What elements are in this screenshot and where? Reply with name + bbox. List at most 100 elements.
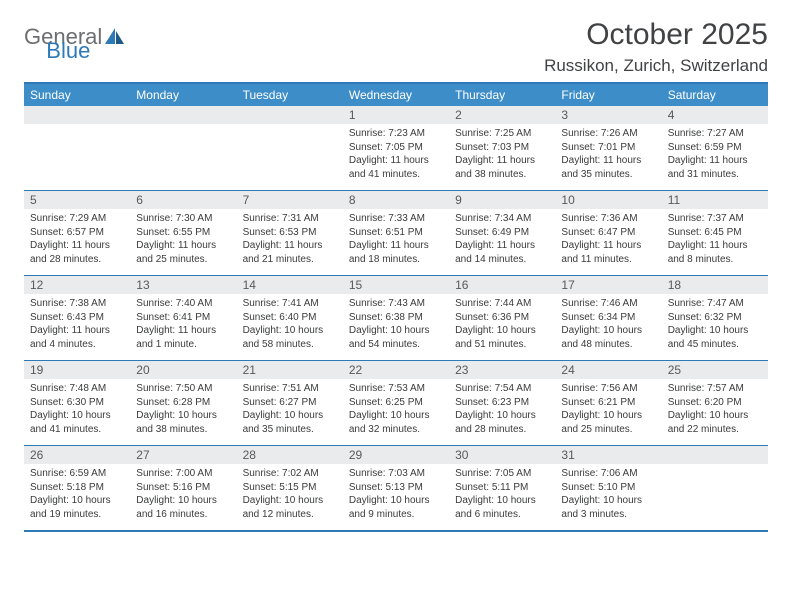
sunset-text: Sunset: 5:10 PM (561, 481, 655, 495)
daylight-text: Daylight: 10 hours and 22 minutes. (668, 409, 762, 436)
cell-body: Sunrise: 7:30 AMSunset: 6:55 PMDaylight:… (130, 209, 236, 268)
cell-body: Sunrise: 7:57 AMSunset: 6:20 PMDaylight:… (662, 379, 768, 438)
sunrise-text: Sunrise: 7:54 AM (455, 382, 549, 396)
day-number: 5 (24, 191, 130, 209)
sunrise-text: Sunrise: 7:48 AM (30, 382, 124, 396)
sunrise-text: Sunrise: 7:44 AM (455, 297, 549, 311)
cell-body: Sunrise: 7:03 AMSunset: 5:13 PMDaylight:… (343, 464, 449, 523)
calendar-cell: 16Sunrise: 7:44 AMSunset: 6:36 PMDayligh… (449, 276, 555, 360)
sunset-text: Sunset: 6:20 PM (668, 396, 762, 410)
sunset-text: Sunset: 6:40 PM (243, 311, 337, 325)
sunset-text: Sunset: 7:01 PM (561, 141, 655, 155)
daylight-text: Daylight: 10 hours and 6 minutes. (455, 494, 549, 521)
daylight-text: Daylight: 10 hours and 3 minutes. (561, 494, 655, 521)
sunset-text: Sunset: 6:38 PM (349, 311, 443, 325)
day-number: 7 (237, 191, 343, 209)
sunset-text: Sunset: 7:03 PM (455, 141, 549, 155)
cell-body: Sunrise: 7:23 AMSunset: 7:05 PMDaylight:… (343, 124, 449, 183)
daylight-text: Daylight: 10 hours and 58 minutes. (243, 324, 337, 351)
daylight-text: Daylight: 10 hours and 25 minutes. (561, 409, 655, 436)
day-number: 1 (343, 106, 449, 124)
cell-body: Sunrise: 7:06 AMSunset: 5:10 PMDaylight:… (555, 464, 661, 523)
calendar-cell: 30Sunrise: 7:05 AMSunset: 5:11 PMDayligh… (449, 446, 555, 530)
day-number: 17 (555, 276, 661, 294)
day-number: 4 (662, 106, 768, 124)
calendar-cell: 17Sunrise: 7:46 AMSunset: 6:34 PMDayligh… (555, 276, 661, 360)
day-number: 9 (449, 191, 555, 209)
day-header-tuesday: Tuesday (237, 84, 343, 106)
sunset-text: Sunset: 6:55 PM (136, 226, 230, 240)
calendar-cell: 2Sunrise: 7:25 AMSunset: 7:03 PMDaylight… (449, 106, 555, 190)
logo-text-blue: Blue (46, 38, 90, 63)
sunrise-text: Sunrise: 7:26 AM (561, 127, 655, 141)
calendar-cell: 22Sunrise: 7:53 AMSunset: 6:25 PMDayligh… (343, 361, 449, 445)
daylight-text: Daylight: 11 hours and 25 minutes. (136, 239, 230, 266)
day-number: 12 (24, 276, 130, 294)
sunset-text: Sunset: 6:53 PM (243, 226, 337, 240)
day-number: 10 (555, 191, 661, 209)
day-number: 29 (343, 446, 449, 464)
day-number (24, 106, 130, 124)
sunset-text: Sunset: 6:43 PM (30, 311, 124, 325)
weeks-host: 1Sunrise: 7:23 AMSunset: 7:05 PMDaylight… (24, 106, 768, 530)
daylight-text: Daylight: 11 hours and 41 minutes. (349, 154, 443, 181)
daylight-text: Daylight: 11 hours and 35 minutes. (561, 154, 655, 181)
cell-body: Sunrise: 7:26 AMSunset: 7:01 PMDaylight:… (555, 124, 661, 183)
daylight-text: Daylight: 11 hours and 31 minutes. (668, 154, 762, 181)
calendar-cell: 28Sunrise: 7:02 AMSunset: 5:15 PMDayligh… (237, 446, 343, 530)
day-number: 23 (449, 361, 555, 379)
cell-body: Sunrise: 7:34 AMSunset: 6:49 PMDaylight:… (449, 209, 555, 268)
daylight-text: Daylight: 10 hours and 19 minutes. (30, 494, 124, 521)
cell-body: Sunrise: 7:53 AMSunset: 6:25 PMDaylight:… (343, 379, 449, 438)
day-header-thursday: Thursday (449, 84, 555, 106)
calendar-cell: 13Sunrise: 7:40 AMSunset: 6:41 PMDayligh… (130, 276, 236, 360)
week-row: 26Sunrise: 6:59 AMSunset: 5:18 PMDayligh… (24, 445, 768, 530)
calendar-cell: 24Sunrise: 7:56 AMSunset: 6:21 PMDayligh… (555, 361, 661, 445)
calendar-cell: 19Sunrise: 7:48 AMSunset: 6:30 PMDayligh… (24, 361, 130, 445)
sunset-text: Sunset: 6:47 PM (561, 226, 655, 240)
calendar-cell: 12Sunrise: 7:38 AMSunset: 6:43 PMDayligh… (24, 276, 130, 360)
day-number (662, 446, 768, 464)
daylight-text: Daylight: 10 hours and 9 minutes. (349, 494, 443, 521)
sunrise-text: Sunrise: 7:57 AM (668, 382, 762, 396)
calendar-cell: 5 Sunrise: 7:29 AMSunset: 6:57 PMDaylight… (24, 191, 130, 275)
sunrise-text: Sunrise: 7:53 AM (349, 382, 443, 396)
sunset-text: Sunset: 6:28 PM (136, 396, 230, 410)
cell-body: Sunrise: 7:56 AMSunset: 6:21 PMDaylight:… (555, 379, 661, 438)
daylight-text: Daylight: 11 hours and 4 minutes. (30, 324, 124, 351)
sunrise-text: Sunrise: 7:34 AM (455, 212, 549, 226)
sunrise-text: Sunrise: 7:47 AM (668, 297, 762, 311)
day-header-monday: Monday (130, 84, 236, 106)
sunrise-text: Sunrise: 7:29 AM (30, 212, 124, 226)
sunrise-text: Sunrise: 7:03 AM (349, 467, 443, 481)
day-number: 14 (237, 276, 343, 294)
calendar-cell: 27Sunrise: 7:00 AMSunset: 5:16 PMDayligh… (130, 446, 236, 530)
calendar-cell: 11Sunrise: 7:37 AMSunset: 6:45 PMDayligh… (662, 191, 768, 275)
sunrise-text: Sunrise: 7:06 AM (561, 467, 655, 481)
cell-body: Sunrise: 7:36 AMSunset: 6:47 PMDaylight:… (555, 209, 661, 268)
calendar-cell: 7Sunrise: 7:31 AMSunset: 6:53 PMDaylight… (237, 191, 343, 275)
sunrise-text: Sunrise: 7:05 AM (455, 467, 549, 481)
cell-body: Sunrise: 7:47 AMSunset: 6:32 PMDaylight:… (662, 294, 768, 353)
cell-body: Sunrise: 7:40 AMSunset: 6:41 PMDaylight:… (130, 294, 236, 353)
calendar-cell (662, 446, 768, 530)
cell-body: Sunrise: 7:33 AMSunset: 6:51 PMDaylight:… (343, 209, 449, 268)
sunset-text: Sunset: 6:34 PM (561, 311, 655, 325)
daylight-text: Daylight: 11 hours and 1 minute. (136, 324, 230, 351)
month-title: October 2025 (544, 18, 768, 52)
sunset-text: Sunset: 5:16 PM (136, 481, 230, 495)
daylight-text: Daylight: 10 hours and 48 minutes. (561, 324, 655, 351)
day-number: 20 (130, 361, 236, 379)
week-row: 5Sunrise: 7:29 AMSunset: 6:57 PMDaylight… (24, 190, 768, 275)
daylight-text: Daylight: 11 hours and 18 minutes. (349, 239, 443, 266)
sunset-text: Sunset: 6:57 PM (30, 226, 124, 240)
daylight-text: Daylight: 10 hours and 12 minutes. (243, 494, 337, 521)
sunset-text: Sunset: 6:32 PM (668, 311, 762, 325)
daylight-text: Daylight: 11 hours and 28 minutes. (30, 239, 124, 266)
sunset-text: Sunset: 6:30 PM (30, 396, 124, 410)
cell-body: Sunrise: 6:59 AMSunset: 5:18 PMDaylight:… (24, 464, 130, 523)
cell-body: Sunrise: 7:41 AMSunset: 6:40 PMDaylight:… (237, 294, 343, 353)
daylight-text: Daylight: 11 hours and 21 minutes. (243, 239, 337, 266)
sunrise-text: Sunrise: 7:00 AM (136, 467, 230, 481)
daylight-text: Daylight: 10 hours and 38 minutes. (136, 409, 230, 436)
